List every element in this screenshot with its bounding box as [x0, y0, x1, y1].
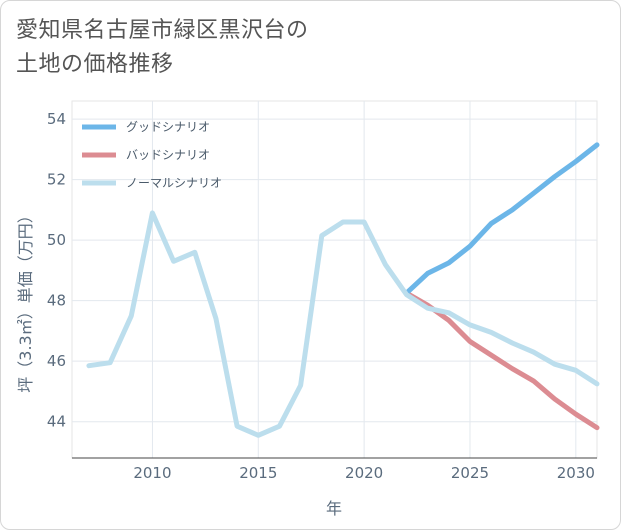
x-tick-label-2020: 2020: [345, 464, 383, 482]
chart-title-line-1: 愛知県名古屋市緑区黒沢台の: [16, 18, 309, 43]
series-line-2: [86, 210, 600, 438]
y-tick-label-46: 46: [47, 352, 66, 370]
y-tick-label-54: 54: [47, 110, 66, 128]
series-layer: [86, 142, 600, 438]
y-tick-label-52: 52: [47, 171, 66, 189]
chart-title: 愛知県名古屋市緑区黒沢台の 土地の価格推移: [16, 14, 309, 82]
legend-label-2: ノーマルシナリオ: [126, 176, 222, 190]
y-tick-label-50: 50: [47, 231, 66, 249]
x-tick-label-2010: 2010: [133, 464, 171, 482]
legend-label-1: バッドシナリオ: [126, 148, 210, 162]
chart-title-line-2: 土地の価格推移: [16, 52, 174, 77]
x-tick-label-2025: 2025: [451, 464, 489, 482]
y-axis-title: 坪（3.3㎡）単価（万円）: [16, 207, 35, 392]
x-tick-label-2015: 2015: [239, 464, 277, 482]
series-line-0: [404, 142, 600, 296]
y-tick-label-44: 44: [47, 413, 66, 431]
plot-area: [71, 100, 598, 459]
grid-lines: [72, 101, 597, 458]
y-tick-labels: 44 46 48 50 52 54: [47, 110, 66, 431]
x-tick-labels: 2010 2015 2020 2025 2030: [133, 464, 595, 482]
x-axis-title: 年: [326, 499, 342, 518]
x-tick-label-2030: 2030: [557, 464, 595, 482]
y-tick-label-48: 48: [47, 292, 66, 310]
legend-label-0: グッドシナリオ: [126, 120, 210, 134]
